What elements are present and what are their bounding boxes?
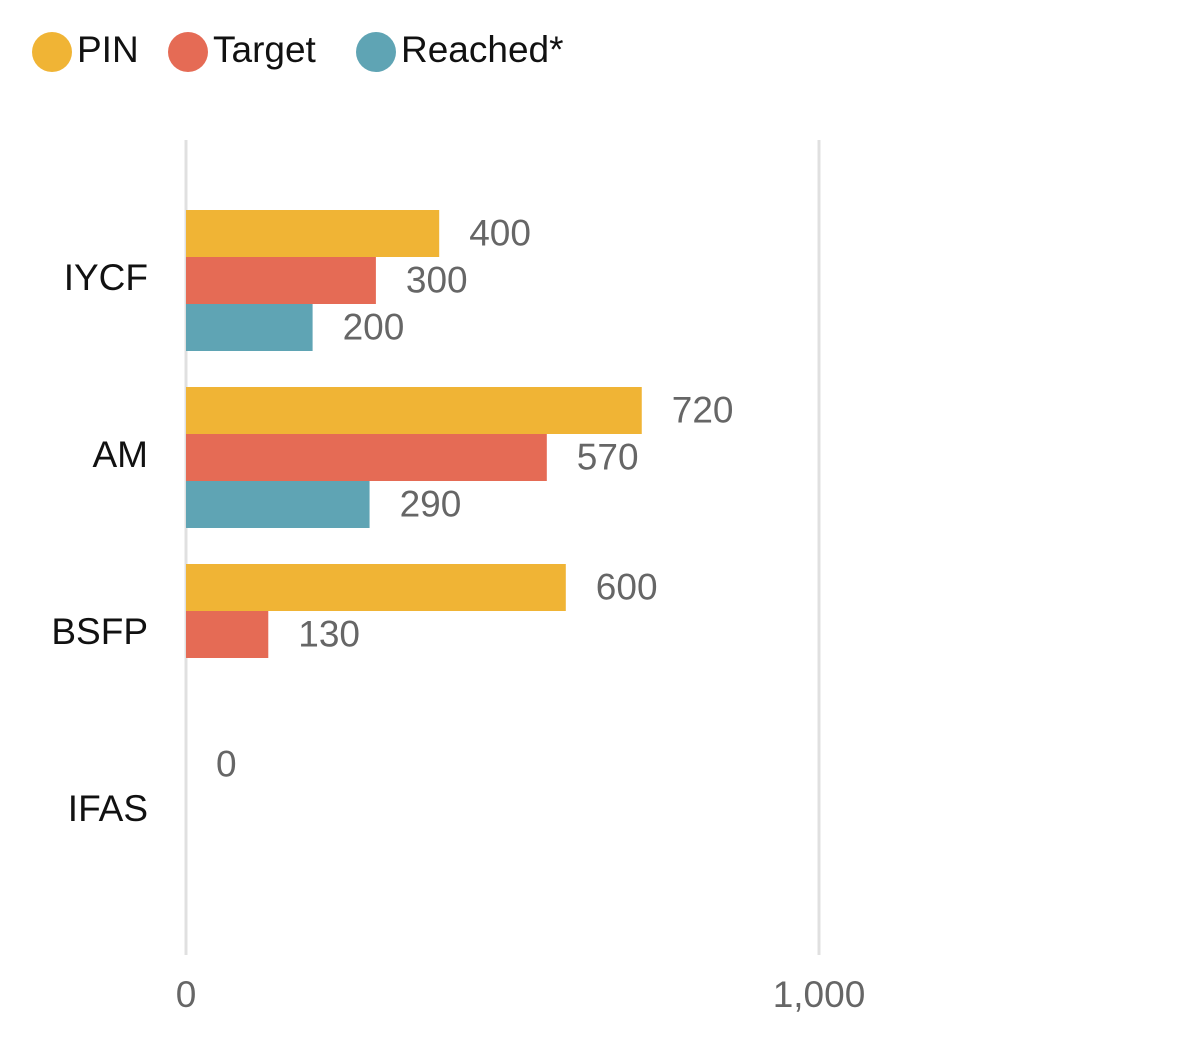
x-tick-label: 1,000 (773, 974, 866, 1015)
value-label: 600 (596, 566, 658, 607)
bar (186, 304, 313, 351)
value-label: 200 (343, 306, 405, 347)
bar (186, 387, 642, 434)
value-label: 570 (577, 436, 639, 477)
legend-label: Reached* (401, 29, 564, 70)
bar (186, 257, 376, 304)
y-tick-label: IFAS (68, 788, 148, 829)
y-tick-label: IYCF (64, 257, 148, 298)
value-label: 400 (469, 212, 531, 253)
value-label: 290 (400, 483, 462, 524)
value-label: 0 (216, 743, 237, 784)
value-label: 130 (298, 613, 360, 654)
x-tick-label: 0 (176, 974, 197, 1015)
bar (186, 210, 440, 257)
bar (186, 434, 547, 481)
y-tick-label: AM (93, 434, 149, 475)
legend-swatch (356, 32, 396, 72)
legend-label: PIN (77, 29, 139, 70)
legend-swatch (168, 32, 208, 72)
legend-label: Target (213, 29, 317, 70)
value-label: 300 (406, 259, 468, 300)
bar (186, 611, 269, 658)
value-label: 720 (672, 389, 734, 430)
bar (186, 564, 566, 611)
legend-swatch (32, 32, 72, 72)
bar (186, 481, 370, 528)
y-tick-label: BSFP (51, 611, 148, 652)
